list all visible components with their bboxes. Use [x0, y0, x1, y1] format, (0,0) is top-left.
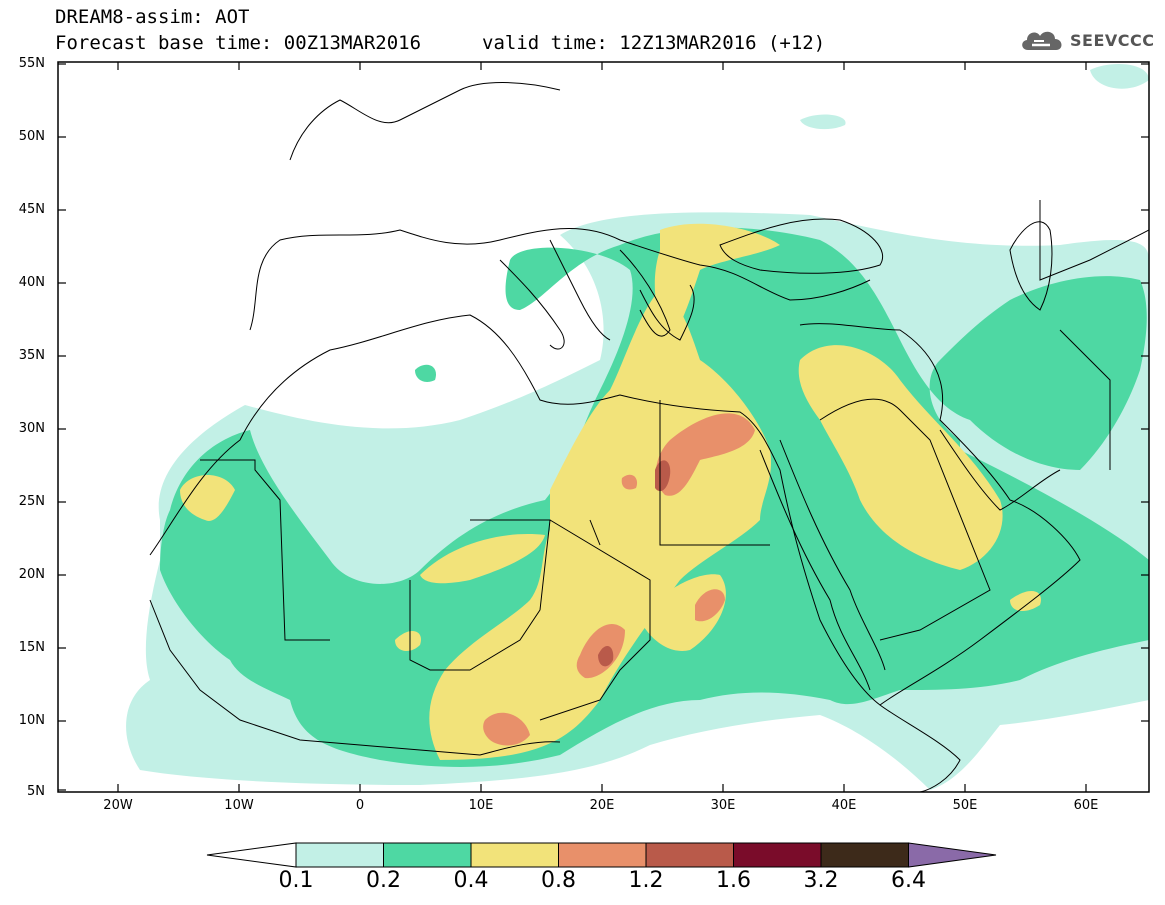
- valid-time: valid time: 12Z13MAR2016 (+12): [482, 32, 826, 54]
- y-tick-label: 15N: [18, 640, 45, 655]
- cloud-icon: [1022, 31, 1062, 50]
- colorbar-swatch-2: [383, 842, 472, 868]
- colorbar-label: 6.4: [891, 868, 926, 893]
- y-tick-label: 50N: [18, 129, 45, 144]
- y-tick-label: 55N: [18, 56, 45, 71]
- x-tick-label: 10W: [224, 798, 254, 813]
- x-tick-label: 20E: [589, 798, 615, 813]
- colorbar-label: 1.6: [716, 868, 751, 893]
- x-tick-label: 50E: [952, 798, 978, 813]
- y-tick-label: 35N: [18, 348, 45, 363]
- colorbar-swatch-6: [733, 842, 822, 868]
- forecast-base-time: Forecast base time: 00Z13MAR2016: [55, 32, 422, 54]
- map-title: DREAM8-assim: AOT: [55, 6, 250, 28]
- aot-fields: [126, 64, 1149, 790]
- colorbar-label: 0.2: [366, 868, 401, 893]
- colorbar-lower-arrow: [206, 842, 297, 868]
- x-tick-label: 0: [355, 798, 365, 813]
- colorbar-swatch-1: [295, 842, 384, 868]
- x-tick-marks: [117, 62, 1087, 792]
- colorbar-swatch-7: [820, 842, 909, 868]
- x-tick-label: 10E: [468, 798, 494, 813]
- y-tick-marks: [58, 63, 1149, 791]
- y-tick-label: 10N: [18, 713, 45, 728]
- y-tick-label: 20N: [18, 567, 45, 582]
- x-tick-label: 60E: [1073, 798, 1099, 813]
- x-tick-label: 30E: [710, 798, 736, 813]
- colorbar-swatch-3: [470, 842, 559, 868]
- colorbar-swatch-5: [645, 842, 734, 868]
- colorbar-label: 0.8: [541, 868, 576, 893]
- y-tick-label: 25N: [18, 494, 45, 509]
- colorbar-upper-arrow: [908, 842, 997, 868]
- colorbar: [206, 842, 997, 868]
- colorbar-swatch-4: [558, 842, 647, 868]
- y-tick-label: 45N: [18, 202, 45, 217]
- logo-text: SEEVCCC: [1070, 30, 1155, 50]
- colorbar-labels: 0.1 0.2 0.4 0.8 1.2 1.6 3.2 6.4: [0, 868, 1165, 898]
- map-frame: [57, 61, 1150, 793]
- colorbar-label: 3.2: [803, 868, 839, 893]
- seevccc-logo: SEEVCCC: [1018, 26, 1155, 54]
- x-tick-label: 20W: [103, 798, 133, 813]
- y-tick-label: 40N: [18, 275, 45, 290]
- y-tick-label: 30N: [18, 421, 45, 436]
- y-tick-label: 5N: [27, 784, 45, 799]
- coastlines: [149, 82, 1149, 792]
- colorbar-label: 0.4: [453, 868, 489, 893]
- colorbar-label: 0.1: [278, 868, 314, 893]
- colorbar-label: 1.2: [628, 868, 664, 893]
- x-tick-label: 40E: [831, 798, 857, 813]
